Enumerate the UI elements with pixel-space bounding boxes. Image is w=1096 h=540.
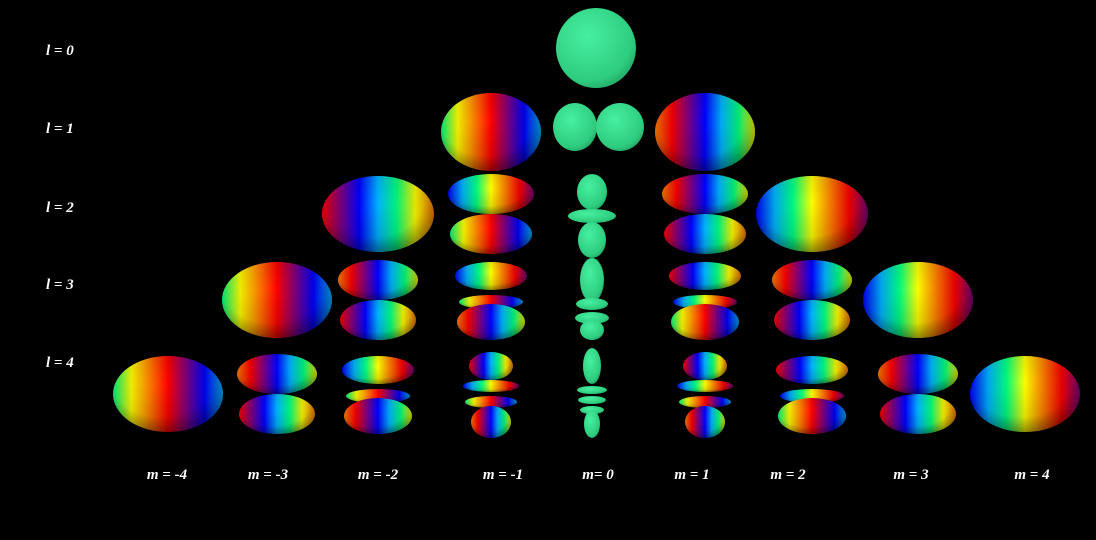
orbital-l1-m0 [553,103,644,151]
col-label-m-1: m = -1 [482,467,524,483]
orbital-l4-m1 [677,352,733,438]
orbital-l4-mneg1 [463,352,519,438]
orbital-l3-m3 [863,262,973,338]
orbital-l3-m0 [575,258,609,340]
col-label-m-2: m = -2 [357,467,399,483]
orbital-l2-m1 [662,174,748,254]
col-label-m-4: m = -4 [146,467,188,483]
orbital-l4-m2 [776,356,848,434]
orbital-l4-mneg4 [113,356,223,432]
orbital-l1-mneg1 [441,93,541,171]
col-label-m3: m = 3 [893,467,929,483]
col-label-m2: m = 2 [770,467,806,483]
orbital-l4-m4 [970,356,1080,432]
row-label-l1: l = 1 [46,121,74,137]
orbital-l2-m0 [568,174,616,258]
row-label-l4: l = 4 [46,355,74,371]
orbital-l2-mneg1 [448,174,534,254]
orbital-l4-m0 [577,348,607,438]
orbital-l4-mneg3 [237,354,317,434]
orbital-l0-m0 [556,8,636,88]
orbital-l3-mneg1 [455,262,527,340]
orbital-l2-m2 [756,176,868,252]
orbital-l3-m2 [772,260,852,340]
col-label-m4: m = 4 [1014,467,1050,483]
orbital-l3-m1 [669,262,741,340]
orbital-l3-mneg3 [222,262,332,338]
orbital-l4-mneg2 [342,356,414,434]
col-label-m1: m = 1 [674,467,710,483]
row-label-l0: l = 0 [46,43,74,59]
orbital-l3-mneg2 [338,260,418,340]
col-label-m0: m= 0 [582,467,614,483]
orbital-l1-m1 [655,93,755,171]
orbital-l4-m3 [878,354,958,434]
col-label-m-3: m = -3 [247,467,289,483]
row-label-l3: l = 3 [46,277,74,293]
row-label-l2: l = 2 [46,200,74,216]
orbital-l2-mneg2 [322,176,434,252]
